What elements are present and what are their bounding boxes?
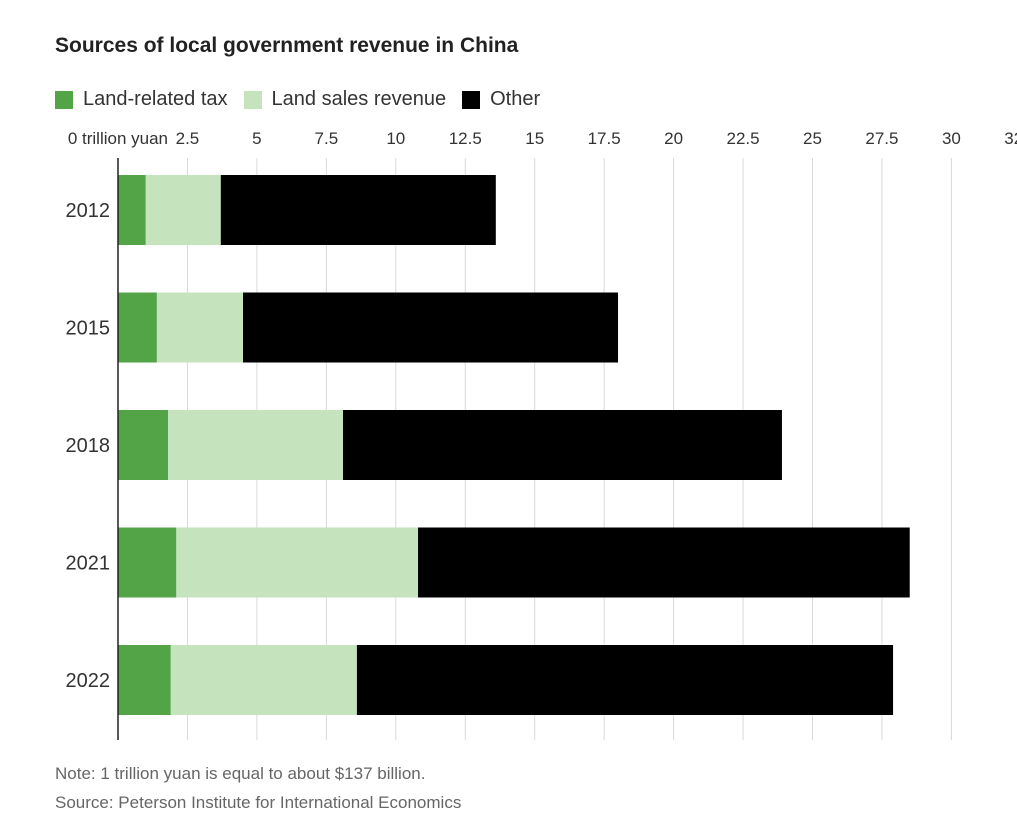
x-tick-label: 10 (386, 129, 405, 148)
x-tick-label: 17.5 (588, 129, 621, 148)
x-tick-label: 2.5 (176, 129, 200, 148)
y-category-label: 2012 (66, 200, 111, 222)
x-tick-label: 27.5 (865, 129, 898, 148)
x-tick-label: 5 (252, 129, 261, 148)
x-tick-label: 30 (942, 129, 961, 148)
legend-label-other: Other (490, 88, 541, 110)
x-tick-label: 15 (525, 129, 544, 148)
x-tick-label: 7.5 (315, 129, 339, 148)
bar-segment (243, 292, 619, 363)
y-category-label: 2021 (66, 553, 111, 575)
x-tick-label: 20 (664, 129, 683, 148)
legend-swatch-land-related-tax (55, 90, 73, 109)
x-tick-label: 22.5 (727, 129, 760, 148)
bar-segment (356, 645, 894, 715)
bar-segment (176, 527, 419, 598)
bar-segment (220, 175, 496, 245)
legend-swatch-other (462, 90, 481, 109)
x-tick-label: 12.5 (449, 129, 482, 148)
x-tick-label: 25 (803, 129, 822, 148)
bar-segment (145, 175, 221, 245)
chart-title: Sources of local government revenue in C… (55, 34, 519, 57)
y-category-label: 2022 (66, 670, 111, 692)
legend-swatch-land-sales-revenue (243, 90, 262, 109)
legend-label-land-related-tax: Land-related tax (83, 88, 228, 110)
bar-segment (118, 645, 171, 715)
legend-item-land-sales-revenue: Land sales revenue (243, 88, 447, 111)
bar-segment (118, 175, 146, 245)
legend-item-land-related-tax: Land-related tax (55, 88, 228, 111)
x-tick-label: 0 trillion yuan (68, 129, 168, 148)
bar-segment (118, 292, 157, 363)
bar-segment (168, 410, 344, 480)
bar-segment (170, 645, 357, 715)
y-category-label: 2018 (66, 435, 111, 457)
bar-segment (118, 410, 169, 480)
legend-item-other: Other (462, 88, 540, 111)
bar-segment (418, 527, 910, 598)
source-note: Source: Peterson Institute for Internati… (55, 793, 462, 812)
footnote: Note: 1 trillion yuan is equal to about … (55, 764, 426, 783)
legend-label-land-sales-revenue: Land sales revenue (271, 88, 447, 110)
bar-segment (156, 292, 244, 363)
y-category-label: 2015 (66, 318, 111, 340)
bar-segment (343, 410, 782, 480)
bar-segment (118, 527, 177, 598)
legend: Land-related tax Land sales revenue Othe… (55, 88, 556, 111)
x-tick-label: 32.5 (1004, 129, 1017, 148)
